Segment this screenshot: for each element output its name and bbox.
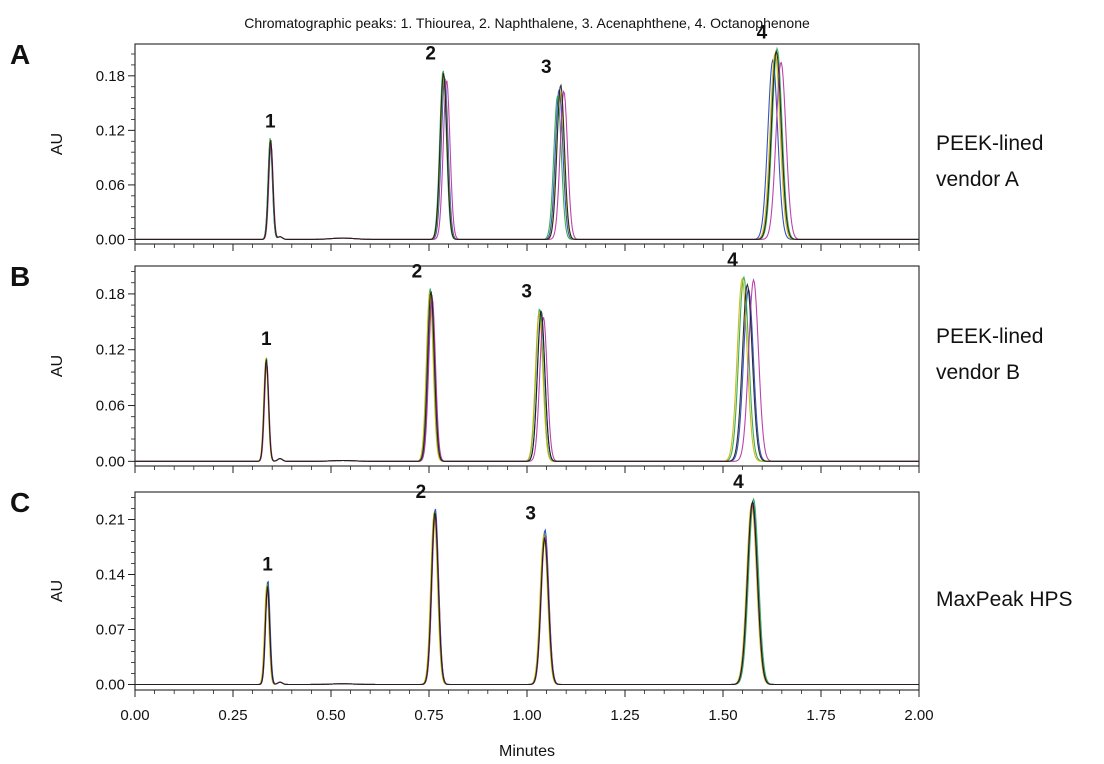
y-tick-label: 0.00 [96, 453, 125, 470]
series-line [135, 282, 919, 462]
chart-panel-c: C 0.00 0.07 0.14 0.21 AU 1 2 3 4 MaxPeak HPS [10, 472, 1073, 697]
x-tick-label: 2.00 [904, 707, 933, 724]
x-tick-label: 1.75 [806, 707, 835, 724]
y-tick-label: 0.00 [96, 677, 125, 694]
series-line [135, 288, 919, 462]
y-tick-label: 0.00 [96, 231, 125, 248]
y-tick-label: 0.18 [96, 286, 125, 303]
peak-label: 4 [727, 250, 738, 271]
peak-label: 2 [412, 261, 423, 282]
series-group [135, 497, 919, 686]
panel-side-label: MaxPeak HPS [936, 588, 1073, 611]
y-axis-title: AU [49, 580, 66, 602]
series-line [135, 49, 919, 240]
x-tick-label: 0.50 [316, 707, 345, 724]
x-tick-label: 0.75 [414, 707, 443, 724]
peak-label: 1 [262, 554, 273, 575]
peak-label: 3 [521, 282, 532, 303]
series-line [135, 499, 919, 686]
y-tick-label: 0.18 [96, 68, 125, 85]
x-tick-label: 1.25 [610, 707, 639, 724]
peak-label: 4 [757, 22, 768, 43]
peak-label: 3 [541, 57, 552, 78]
series-line [135, 275, 919, 462]
x-tick-label: 1.50 [708, 707, 737, 724]
figure-title: Chromatographic peaks: 1. Thiourea, 2. N… [244, 15, 810, 31]
x-axis: 0.00 0.25 0.50 0.75 1.00 1.25 1.50 1.75 2.00 [120, 707, 933, 724]
peak-label: 4 [733, 472, 744, 493]
series-group [135, 275, 919, 462]
peak-label: 1 [261, 329, 272, 350]
series-line [135, 51, 919, 240]
x-axis-title: Minutes [499, 743, 555, 760]
y-tick-label: 0.06 [96, 398, 125, 415]
x-tick-label: 0.25 [218, 707, 247, 724]
panel-side-label: vendor A [936, 168, 1019, 191]
y-tick-label: 0.07 [96, 622, 125, 639]
series-line [135, 504, 919, 686]
panel-side-label: PEEK-lined [936, 325, 1043, 348]
series-line [135, 502, 919, 686]
panel-side-label: PEEK-lined [936, 132, 1043, 155]
series-line [135, 61, 919, 240]
chart-panel-b: B 0.00 0.06 0.12 0.18 AU 1 2 3 4 PEEK-lined vendor … [10, 250, 1043, 473]
peak-label: 3 [525, 503, 536, 524]
series-line [135, 278, 919, 462]
y-axis-title: AU [49, 133, 66, 155]
series-line [135, 500, 919, 686]
plot-frame [134, 43, 920, 245]
y-axis-title: AU [49, 355, 66, 377]
series-line [135, 46, 919, 240]
y-tick-label: 0.12 [96, 342, 125, 359]
x-tick-label: 0.00 [120, 707, 149, 724]
panel-letter: A [10, 39, 30, 70]
peak-label: 2 [416, 482, 427, 503]
y-tick-label: 0.06 [96, 177, 125, 194]
y-tick-label: 0.21 [96, 512, 125, 529]
series-line [135, 497, 919, 686]
series-line [135, 277, 919, 462]
series-group [135, 46, 919, 240]
series-line [135, 58, 919, 240]
chart-panel-a: A 0.00 0.06 0.12 0.18 AU 1 2 3 4 PEEK-lined vendor … [10, 22, 1043, 251]
y-tick-label: 0.12 [96, 122, 125, 139]
peak-label: 2 [425, 43, 436, 64]
peak-label: 1 [265, 111, 276, 132]
chart-panels: A 0.00 0.06 0.12 0.18 AU 1 2 3 4 PEEK-lined vendor … [10, 22, 1073, 697]
panel-side-label: vendor B [936, 361, 1020, 384]
panel-letter: C [10, 487, 30, 518]
panel-letter: B [10, 261, 30, 292]
y-tick-label: 0.14 [96, 567, 125, 584]
x-tick-label: 1.00 [512, 707, 541, 724]
